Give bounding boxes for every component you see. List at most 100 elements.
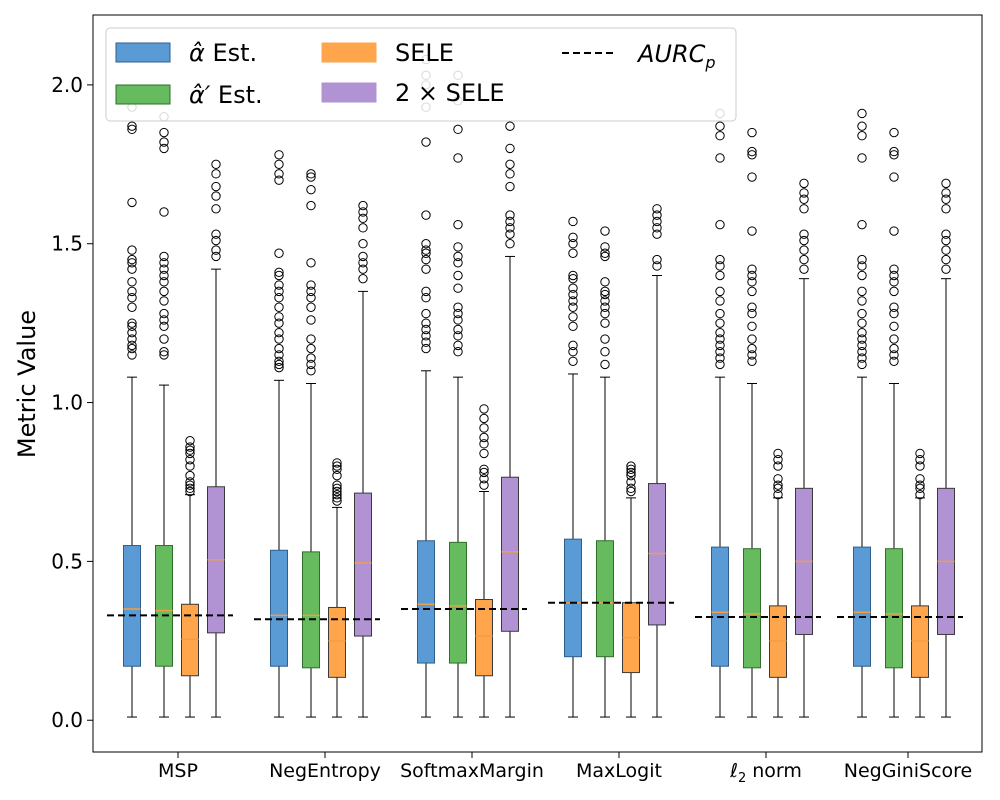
box-1-0: [155, 545, 173, 667]
flier-point: [889, 286, 899, 297]
flier-point: [857, 121, 867, 131]
flier-point: [274, 267, 284, 278]
flier-point: [773, 461, 783, 471]
flier-point: [773, 480, 783, 490]
flier-point: [889, 308, 899, 319]
flier-point: [421, 343, 431, 354]
flier-point: [941, 235, 951, 246]
flier-point: [505, 181, 515, 192]
box-0-0: [123, 545, 141, 667]
flier-point: [568, 340, 578, 351]
flier-point: [941, 194, 951, 204]
flier-point: [211, 169, 221, 179]
flier-point: [185, 480, 195, 490]
flier-point: [715, 347, 725, 357]
flier-point: [479, 439, 489, 449]
flier-point: [274, 286, 284, 297]
flier-point: [306, 353, 316, 363]
x-tick-label: MSP: [158, 760, 198, 782]
flier-point: [421, 318, 431, 328]
flier-point: [652, 223, 662, 233]
flier-point: [799, 178, 809, 189]
flier-point: [159, 127, 169, 138]
flier-point: [915, 489, 925, 500]
flier-point: [568, 239, 578, 249]
flier-point: [358, 258, 368, 268]
flier-point: [941, 188, 951, 198]
flier-point: [747, 277, 757, 287]
flier-point: [421, 331, 431, 341]
flier-point: [479, 480, 489, 490]
flier-point: [211, 181, 221, 192]
flier-point: [747, 270, 757, 281]
flier-point: [941, 204, 951, 214]
flier-point: [889, 264, 899, 274]
flier-point: [857, 327, 867, 338]
flier-point: [857, 131, 867, 141]
flier-point: [159, 321, 169, 332]
flier-point: [505, 169, 515, 179]
flier-point: [889, 334, 899, 344]
box-1-2: [449, 541, 467, 664]
flier-point: [332, 470, 342, 481]
flier-point: [715, 131, 725, 141]
flier-point: [421, 324, 431, 335]
flier-point: [600, 308, 610, 319]
flier-point: [600, 242, 610, 252]
legend-swatch: [115, 84, 171, 105]
flier-point: [453, 251, 463, 262]
flier-point: [915, 480, 925, 490]
flier-point: [274, 318, 284, 328]
flier-point: [652, 229, 662, 239]
box-0-2: [417, 540, 435, 664]
flier-point: [185, 477, 195, 487]
flier-point: [915, 483, 925, 494]
flier-point: [652, 216, 662, 227]
flier-point: [600, 248, 610, 258]
box-3-1: [354, 492, 372, 637]
flier-point: [453, 258, 463, 268]
box-1-1: [302, 551, 320, 669]
flier-point: [715, 270, 725, 281]
flier-point: [159, 296, 169, 306]
flier-point: [857, 353, 867, 363]
flier-point: [159, 315, 169, 325]
flier-point: [127, 245, 137, 255]
flier-point: [889, 302, 899, 312]
flier-point: [747, 302, 757, 312]
flier-point: [453, 340, 463, 351]
box-0-1: [270, 549, 288, 667]
flier-point: [453, 347, 463, 357]
flier-point: [127, 293, 137, 303]
flier-point: [799, 245, 809, 255]
flier-point: [332, 493, 342, 503]
flier-point: [159, 143, 169, 154]
flier-point: [889, 172, 899, 182]
flier-point: [889, 146, 899, 157]
flier-point: [274, 356, 284, 366]
flier-point: [159, 350, 169, 360]
flier-point: [306, 169, 316, 179]
flier-point: [332, 461, 342, 471]
flier-point: [306, 359, 316, 370]
flier-point: [747, 356, 757, 366]
flier-point: [358, 251, 368, 262]
flier-point: [747, 127, 757, 138]
flier-point: [889, 127, 899, 138]
flier-point: [185, 461, 195, 471]
flier-point: [715, 296, 725, 306]
flier-point: [127, 254, 137, 265]
flier-point: [159, 264, 169, 274]
flier-point: [211, 191, 221, 201]
flier-point: [773, 483, 783, 494]
flier-point: [715, 286, 725, 297]
flier-point: [626, 486, 636, 497]
flier-point: [568, 321, 578, 332]
flier-point: [274, 270, 284, 281]
flier-point: [747, 334, 757, 344]
flier-point: [127, 343, 137, 354]
flier-point: [127, 286, 137, 297]
axis-layer: 0.0 0.5 1.0 1.5 2.0 MSP NegEntropy SoftmaxMargi…: [51, 73, 972, 786]
flier-point: [715, 318, 725, 328]
